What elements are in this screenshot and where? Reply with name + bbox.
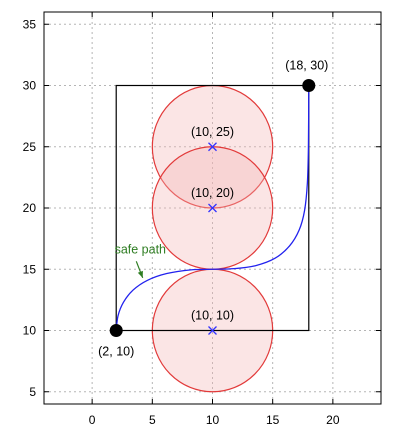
x-tick-label: 10 [206,413,220,427]
y-tick-label: 15 [23,262,37,276]
x-tick-label: 20 [326,413,340,427]
y-tick-label: 25 [23,140,37,154]
point-labels: (10, 25) (10, 20) (10, 10) (2, 10) (18, 30) [98,59,328,359]
x-tick-label: 0 [89,413,96,427]
end-point-label: (18, 30) [285,59,328,73]
safe-path-line [115,85,310,331]
center-marker [208,142,217,152]
tick-labels: 0 5 10 15 20 5 10 15 20 25 30 35 [23,17,340,427]
x-tick-label: 5 [149,413,156,427]
annotation-arrow-head [137,270,143,278]
endpoint-dot [302,79,316,92]
safe-path-label: safe path [115,242,166,256]
y-tick-label: 10 [23,324,37,338]
y-tick-label: 30 [23,79,37,93]
y-tick-label: 20 [23,201,37,215]
endpoint-dot [109,324,123,337]
y-tick-label: 35 [23,17,37,31]
circle-center-label: (10, 10) [191,309,234,323]
axis-ticks [44,12,381,404]
center-marker [208,203,217,213]
center-markers [208,142,217,335]
circle-center-label: (10, 25) [191,125,234,139]
y-tick-label: 5 [29,385,36,399]
center-marker [208,326,217,335]
annotation: safe path [115,242,166,279]
start-point-label: (2, 10) [98,345,134,359]
grid [44,12,381,404]
endpoints [109,79,316,337]
circle-center-label: (10, 20) [191,186,234,200]
x-tick-label: 15 [266,413,280,427]
